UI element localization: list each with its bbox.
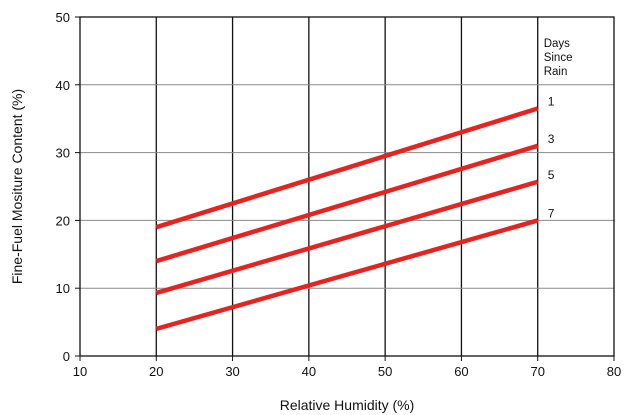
legend-title-line: Rain — [544, 66, 568, 78]
x-tick-label: 50 — [378, 364, 392, 379]
plot-area-frame — [79, 16, 615, 357]
y-tick-label: 20 — [56, 213, 70, 228]
x-tick-label: 60 — [454, 364, 468, 379]
x-tick-label: 70 — [530, 364, 544, 379]
series-line-5 — [155, 179, 539, 296]
y-axis-ticks: 0 10 20 30 40 50 — [56, 10, 80, 364]
x-axis-ticks: 10 20 30 40 50 60 70 80 — [73, 356, 621, 379]
series-line-7 — [155, 218, 539, 332]
x-tick-label: 30 — [225, 364, 239, 379]
grid — [80, 17, 614, 356]
y-tick-label: 0 — [63, 349, 70, 364]
series-lines: 1 3 5 7 — [155, 95, 555, 332]
series-label-5: 5 — [548, 168, 555, 182]
y-tick-label: 50 — [56, 10, 70, 25]
y-tick-label: 30 — [56, 146, 70, 161]
series-label-7: 7 — [548, 206, 555, 220]
x-tick-label: 80 — [607, 364, 621, 379]
legend-title-line: Days — [544, 38, 570, 50]
series-label-1: 1 — [548, 95, 555, 109]
series-line-1 — [155, 106, 539, 230]
series-line-3 — [155, 143, 539, 264]
x-tick-label: 10 — [73, 364, 87, 379]
y-tick-label: 40 — [56, 78, 70, 93]
legend-title: Days Since Rain — [544, 38, 573, 78]
y-axis-title: Fine-Fuel Mositure Content (%) — [9, 89, 25, 284]
series-label-3: 3 — [548, 132, 555, 146]
legend-title-line: Since — [544, 52, 573, 64]
x-tick-label: 40 — [302, 364, 316, 379]
y-tick-label: 10 — [56, 281, 70, 296]
x-axis-title: Relative Humidity (%) — [280, 397, 415, 413]
x-tick-label: 20 — [149, 364, 163, 379]
